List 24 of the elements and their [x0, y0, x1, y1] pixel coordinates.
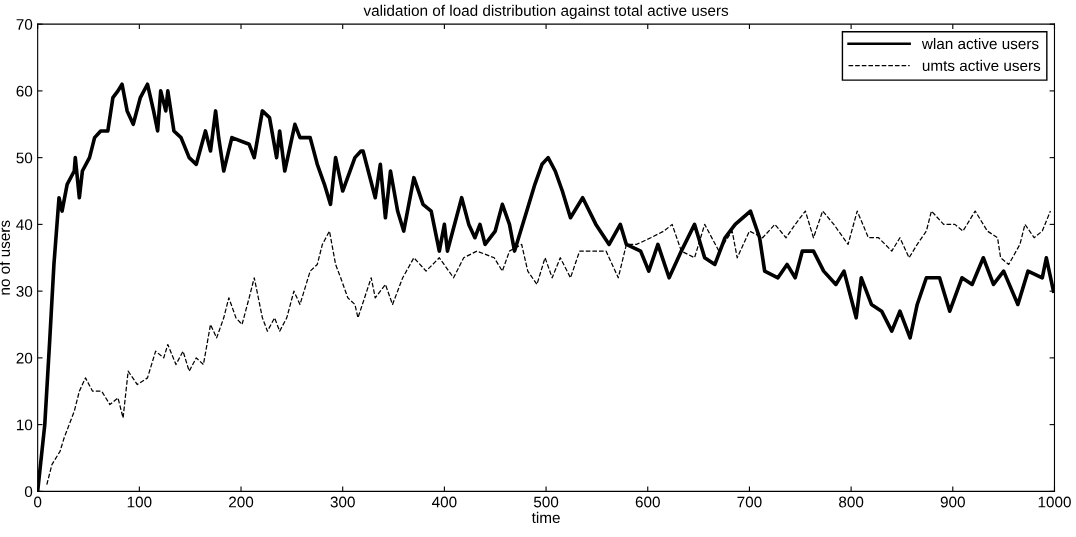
y-tick-label: 70	[16, 19, 33, 30]
y-tick-label: 30	[16, 286, 33, 297]
y-tick-label: 0	[24, 486, 33, 498]
x-tick-label: 600	[635, 496, 660, 508]
x-tick-label: 700	[737, 496, 762, 508]
y-tick-label: 40	[16, 219, 33, 231]
legend-label: umts active users	[922, 59, 1041, 72]
x-tick-label: 200	[229, 496, 254, 508]
line-series	[46, 210, 1052, 486]
x-tick-label: 0	[34, 496, 42, 508]
y-tick-label: 20	[16, 352, 33, 364]
x-tick-label: 900	[940, 496, 965, 508]
x-tick-label: 300	[330, 496, 355, 508]
y-tick-label: 60	[16, 85, 33, 97]
y-tick-label: 50	[16, 152, 33, 164]
legend-label: wlan active users	[921, 37, 1039, 50]
x-tick-label: 400	[432, 496, 457, 508]
x-tick-label: 100	[127, 496, 152, 508]
x-tick-label: 500	[533, 496, 559, 508]
chart-title: validation of load distribution against total active users	[363, 4, 729, 19]
x-axis-title: time	[531, 511, 560, 524]
x-tick-label: 800	[839, 496, 864, 508]
x-tick-label: 1000	[1038, 496, 1071, 508]
y-tick-label: 10	[16, 419, 33, 431]
